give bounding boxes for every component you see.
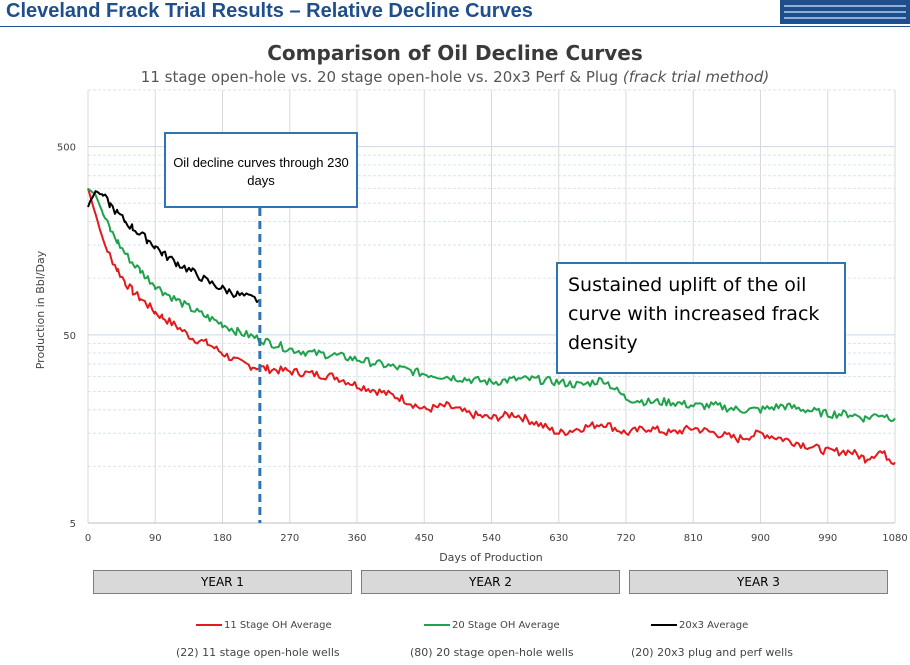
y-tick-label: 500 [57, 143, 76, 154]
legend-label: 20 Stage OH Average [452, 620, 560, 631]
chart-axes: 0 90 180 270 360 450 540 630 720 810 900 990 1080 5 50… [57, 143, 908, 544]
well-count-20-stage: (80) 20 stage open-hole wells [410, 646, 574, 659]
legend-swatch [424, 624, 450, 626]
annotation-230-days: Oil decline curves through 230 days [164, 132, 358, 208]
series-line-2 [87, 188, 896, 423]
chart-title: Comparison of Oil Decline Curves [267, 41, 643, 65]
x-tick-label: 540 [482, 533, 501, 544]
header-divider [0, 26, 910, 27]
legend-item-20x3: 20x3 Average [651, 620, 748, 631]
series-line-1 [87, 188, 896, 466]
chart-lines [87, 188, 896, 523]
x-tick-label: 270 [280, 533, 299, 544]
x-tick-label: 360 [347, 533, 366, 544]
x-axis-label: Days of Production [439, 551, 543, 564]
legend-label: 11 Stage OH Average [224, 620, 332, 631]
x-tick-label: 1080 [882, 533, 907, 544]
chart-subtitle-text: 11 stage open-hole vs. 20 stage open-hol… [140, 68, 619, 86]
page-title: Cleveland Frack Trial Results – Relative… [6, 0, 533, 22]
x-tick-label: 810 [684, 533, 703, 544]
year-1-bar: YEAR 1 [93, 570, 352, 594]
x-tick-label: 0 [85, 533, 91, 544]
x-tick-label: 900 [751, 533, 770, 544]
legend-item-20-stage: 20 Stage OH Average [424, 620, 560, 631]
x-tick-label: 990 [818, 533, 837, 544]
legend-swatch [196, 624, 222, 626]
y-tick-label: 5 [70, 519, 76, 530]
x-tick-label: 180 [213, 533, 232, 544]
year-2-bar: YEAR 2 [361, 570, 620, 594]
legend-label: 20x3 Average [679, 620, 749, 631]
legend-swatch [651, 624, 677, 626]
annotation-sustained-uplift: Sustained uplift of the oil curve with i… [556, 262, 846, 374]
legend-item-11-stage: 11 Stage OH Average [196, 620, 332, 631]
x-tick-label: 450 [415, 533, 434, 544]
chart-subtitle-italic: (frack trial method) [622, 68, 770, 86]
series-line-3 [87, 190, 261, 303]
well-count-11-stage: (22) 11 stage open-hole wells [176, 646, 340, 659]
x-tick-label: 630 [549, 533, 568, 544]
year-3-bar: YEAR 3 [629, 570, 888, 594]
chart-subtitle: 11 stage open-hole vs. 20 stage open-hol… [0, 68, 910, 86]
x-tick-label: 90 [149, 533, 162, 544]
y-axis-label: Production in Bbl/Day [34, 250, 47, 369]
y-tick-label: 50 [63, 331, 76, 342]
well-count-20x3: (20) 20x3 plug and perf wells [631, 646, 794, 659]
x-tick-label: 720 [616, 533, 635, 544]
company-logo [780, 0, 910, 24]
